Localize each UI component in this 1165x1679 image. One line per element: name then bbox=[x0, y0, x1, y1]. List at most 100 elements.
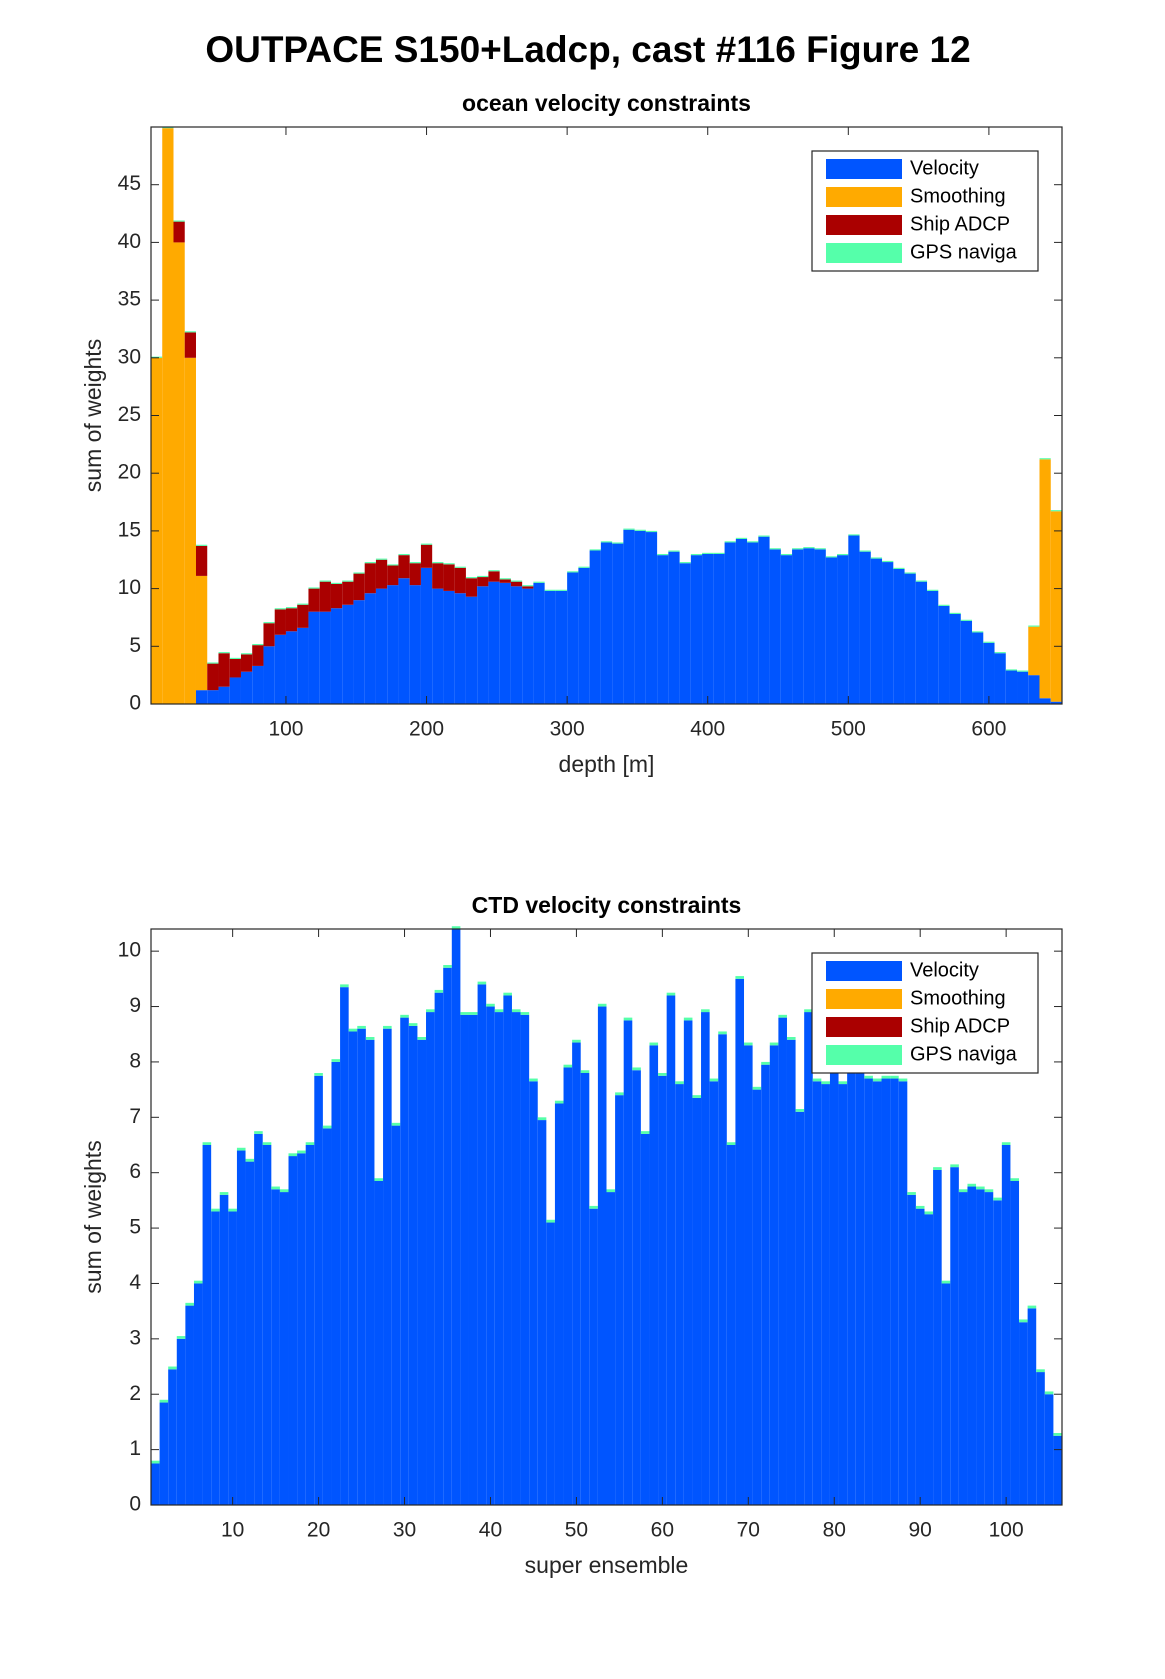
bar-segment bbox=[544, 590, 556, 704]
bar-segment bbox=[645, 530, 658, 533]
bar-segment bbox=[666, 992, 676, 996]
bar-segment bbox=[262, 1145, 272, 1505]
bar-segment bbox=[623, 528, 635, 530]
bar-segment bbox=[443, 563, 455, 565]
bar-segment bbox=[567, 572, 579, 704]
bar-segment bbox=[308, 587, 320, 589]
bar-segment bbox=[761, 1061, 770, 1065]
bar-segment bbox=[176, 1338, 186, 1505]
legend-label: GPS naviga bbox=[910, 241, 1018, 263]
bar-segment bbox=[683, 1017, 693, 1021]
bar-segment bbox=[1001, 1142, 1011, 1145]
bar-segment bbox=[288, 1153, 298, 1157]
bar-segment bbox=[330, 582, 343, 584]
bar-segment bbox=[468, 1012, 478, 1015]
bar-segment bbox=[606, 1192, 616, 1505]
bar-segment bbox=[417, 1039, 427, 1505]
bar-segment bbox=[342, 604, 354, 704]
bar-segment bbox=[348, 1028, 358, 1032]
y-tick-label: 0 bbox=[129, 692, 141, 715]
bar-segment bbox=[365, 1037, 375, 1040]
y-tick-label: 3 bbox=[129, 1326, 141, 1349]
bar-segment bbox=[494, 1012, 504, 1505]
bar-segment bbox=[229, 657, 241, 659]
bar-segment bbox=[503, 995, 512, 1505]
axes-title: ocean velocity constraints bbox=[462, 90, 751, 116]
bar-segment bbox=[904, 572, 916, 574]
bar-segment bbox=[319, 581, 331, 612]
bar-segment bbox=[1044, 1394, 1054, 1505]
bar-segment bbox=[572, 1042, 581, 1505]
legend: Velocity Smoothing Ship ADCP GPS naviga bbox=[811, 150, 1039, 272]
bar-segment bbox=[709, 1078, 719, 1082]
bar-segment bbox=[173, 242, 185, 704]
bar-segment bbox=[984, 1189, 994, 1193]
bar-segment bbox=[398, 578, 410, 704]
bar-segment bbox=[872, 1081, 882, 1505]
bar-segment bbox=[994, 652, 1006, 654]
bar-segment bbox=[881, 1078, 891, 1505]
bar-segment bbox=[468, 1014, 478, 1505]
bar-segment bbox=[319, 580, 331, 582]
bar-segment bbox=[391, 1125, 401, 1505]
bar-segment bbox=[195, 544, 208, 546]
x-tick-label: 50 bbox=[565, 1519, 588, 1542]
bar-segment bbox=[578, 567, 590, 704]
bar-segment bbox=[983, 642, 995, 704]
x-tick-label: 200 bbox=[409, 718, 444, 741]
bar-segment bbox=[972, 632, 984, 704]
bar-segment bbox=[274, 608, 286, 610]
bar-segment bbox=[1044, 1391, 1054, 1395]
bar-segment bbox=[408, 1023, 418, 1026]
bar-segment bbox=[838, 1084, 848, 1505]
bar-segment bbox=[882, 560, 894, 563]
bar-segment bbox=[185, 1305, 194, 1505]
bar-segment bbox=[229, 658, 241, 678]
x-tick-label: 600 bbox=[971, 718, 1006, 741]
bar-segment bbox=[254, 1133, 263, 1505]
bar-segment bbox=[735, 978, 745, 1505]
bar-segment bbox=[814, 549, 826, 704]
bar-segment bbox=[374, 1181, 384, 1505]
bar-segment bbox=[342, 581, 354, 605]
bar-segment bbox=[1001, 1145, 1011, 1505]
bar-segment bbox=[219, 1192, 229, 1195]
bar-segment bbox=[159, 1399, 169, 1403]
bar-segment bbox=[967, 1186, 977, 1505]
bar-segment bbox=[726, 1142, 736, 1145]
bar-segment bbox=[701, 1012, 710, 1505]
bar-segment bbox=[640, 1133, 650, 1505]
bar-segment bbox=[400, 1017, 409, 1505]
bar-segment bbox=[305, 1145, 315, 1505]
bar-segment bbox=[615, 1092, 624, 1096]
bar-segment bbox=[451, 929, 461, 1505]
bar-segment bbox=[1027, 1305, 1037, 1309]
bar-segment bbox=[364, 593, 376, 704]
legend-swatch bbox=[826, 215, 902, 235]
bar-segment bbox=[949, 613, 961, 704]
bar-segment bbox=[915, 1205, 925, 1209]
bars bbox=[151, 127, 1062, 705]
bar-segment bbox=[409, 562, 421, 564]
bar-segment bbox=[443, 965, 452, 968]
bar-segment bbox=[554, 1103, 564, 1505]
bar-segment bbox=[357, 1025, 366, 1029]
x-tick-label: 300 bbox=[550, 718, 585, 741]
bar-segment bbox=[263, 622, 275, 624]
bar-segment bbox=[1028, 625, 1040, 627]
bar-segment bbox=[398, 553, 410, 556]
bar-segment bbox=[365, 1039, 375, 1505]
bar-segment bbox=[159, 1402, 169, 1505]
bar-segment bbox=[668, 551, 680, 704]
bar-segment bbox=[825, 557, 838, 704]
bar-segment bbox=[252, 645, 264, 666]
y-tick-label: 25 bbox=[118, 403, 141, 426]
bar-segment bbox=[387, 565, 399, 586]
y-tick-label: 6 bbox=[129, 1160, 141, 1183]
bar-segment bbox=[168, 1369, 177, 1505]
bar-segment bbox=[578, 566, 590, 568]
bar-segment bbox=[228, 1211, 237, 1505]
bar-segment bbox=[1010, 1178, 1020, 1181]
bar-segment bbox=[477, 981, 487, 985]
bar-segment bbox=[245, 1161, 255, 1505]
